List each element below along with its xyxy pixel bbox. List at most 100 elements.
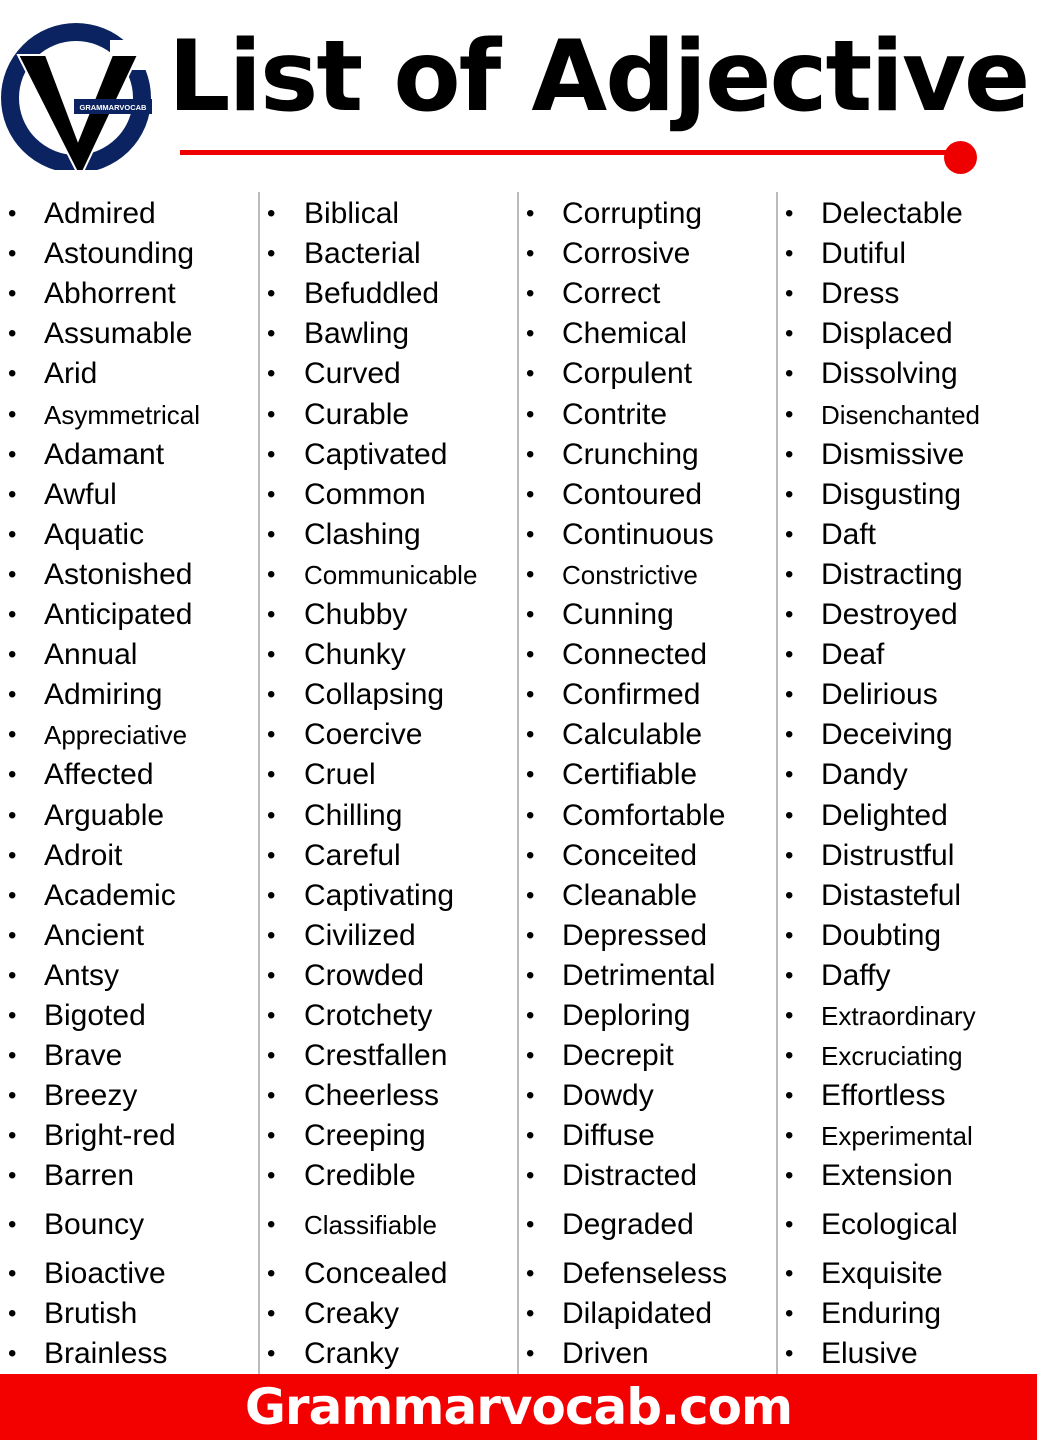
adjective-word: Destroyed: [821, 598, 958, 631]
bullet-icon: •: [8, 360, 17, 388]
adjective-word: Conceited: [562, 838, 698, 872]
list-item: • Effortless: [777, 1076, 1036, 1116]
list-item: • Distrustful: [777, 836, 1036, 876]
adjective-word: Distracted: [562, 1159, 698, 1193]
adjective-word: Asymmetrical: [44, 399, 201, 430]
list-item: • Brainless: [0, 1334, 259, 1374]
list-item: • Defenseless: [518, 1254, 777, 1294]
bullet-icon: •: [267, 280, 276, 308]
adjective-word: Distracting: [821, 557, 963, 591]
column-divider: [258, 192, 260, 1374]
adjective-word: Captivated: [304, 437, 448, 471]
bullet-icon: •: [8, 400, 17, 428]
bullet-icon: •: [526, 280, 535, 308]
bullet-icon: •: [526, 641, 535, 669]
adjective-word: Aquatic: [44, 517, 145, 551]
list-item: • Bright-red: [0, 1116, 259, 1156]
list-item: • Confirmed: [518, 675, 777, 715]
list-item: • Common: [259, 475, 518, 515]
adjective-word: Deaf: [821, 638, 885, 672]
list-item: • Dress: [777, 274, 1036, 314]
adjective-word: Distasteful: [821, 878, 962, 912]
adjective-word: Academic: [44, 878, 176, 912]
list-item: • Civilized: [259, 916, 518, 956]
bullet-icon: •: [8, 1162, 17, 1190]
bullet-icon: •: [8, 1042, 17, 1070]
bullet-icon: •: [267, 240, 276, 268]
adjective-word: Credible: [304, 1159, 416, 1193]
bullet-icon: •: [526, 841, 535, 869]
adjective-word: Dutiful: [821, 237, 907, 271]
list-item: • Annual: [0, 635, 259, 675]
adjective-word: Bawling: [304, 317, 410, 351]
bullet-icon: •: [785, 961, 794, 989]
list-item: • Corrupting: [518, 194, 777, 234]
adjective-word: Delectable: [821, 197, 963, 230]
bullet-icon: •: [785, 240, 794, 268]
list-item: • Admired: [0, 194, 259, 234]
list-item: • Comfortable: [518, 796, 777, 836]
list-item: • Corpulent: [518, 354, 777, 394]
list-item: • Coercive: [259, 715, 518, 755]
adjective-word: Adroit: [44, 838, 123, 872]
bullet-icon: •: [526, 560, 535, 588]
list-item: • Creaky: [259, 1294, 518, 1334]
adjective-word: Extraordinary: [821, 1001, 976, 1031]
list-item: • Captivated: [259, 435, 518, 475]
adjective-word: Anticipated: [44, 598, 193, 631]
bullet-icon: •: [8, 1122, 17, 1150]
adjective-word: Arguable: [44, 798, 165, 832]
list-item: • Dowdy: [518, 1076, 777, 1116]
bullet-icon: •: [785, 1340, 794, 1367]
adjective-word: Cruel: [304, 758, 376, 792]
bullet-icon: •: [526, 961, 535, 989]
bullet-icon: •: [267, 400, 276, 428]
list-item: • Bigoted: [0, 996, 259, 1036]
adjective-word: Creeping: [304, 1119, 426, 1153]
bullet-icon: •: [526, 761, 535, 789]
list-item: • Clashing: [259, 515, 518, 555]
adjective-word: Diffuse: [562, 1119, 655, 1153]
bullet-icon: •: [785, 200, 794, 227]
adjective-word: Defenseless: [562, 1257, 728, 1290]
list-item: • Curable: [259, 395, 518, 435]
bullet-icon: •: [267, 601, 276, 628]
list-item: • Dissolving: [777, 354, 1036, 394]
list-item: • Distracting: [777, 555, 1036, 595]
bullet-icon: •: [8, 801, 17, 829]
bullet-icon: •: [8, 601, 17, 628]
bullet-icon: •: [8, 280, 17, 308]
page-title: List of Adjective: [168, 20, 1030, 134]
list-item: • Delectable: [777, 194, 1036, 234]
adjective-word: Astonished: [44, 557, 193, 591]
adjective-word: Disenchanted: [821, 399, 980, 430]
adjective-word: Cheerless: [304, 1079, 440, 1113]
list-item: • Cleanable: [518, 876, 777, 916]
adjective-word: Connected: [562, 638, 708, 672]
bullet-icon: •: [267, 200, 276, 227]
bullet-icon: •: [785, 841, 794, 869]
list-item: • Diffuse: [518, 1116, 777, 1156]
bullet-icon: •: [526, 721, 535, 749]
adjective-word: Daffy: [821, 958, 891, 992]
bullet-icon: •: [785, 881, 794, 909]
list-item: • Curved: [259, 354, 518, 394]
list-item: • Arid: [0, 354, 259, 394]
adjective-word: Adamant: [44, 437, 165, 471]
bullet-icon: •: [526, 1002, 535, 1029]
adjective-word: Brave: [44, 1039, 123, 1073]
list-item: • Admiring: [0, 675, 259, 715]
adjective-word: Experimental: [821, 1121, 973, 1152]
title-underline: [180, 150, 950, 155]
bullet-icon: •: [267, 1162, 276, 1190]
adjective-word: Biblical: [304, 197, 400, 230]
adjective-word: Cunning: [562, 598, 674, 631]
bullet-icon: •: [267, 320, 276, 348]
list-item: • Cruel: [259, 755, 518, 795]
list-item: • Affected: [0, 755, 259, 795]
bullet-icon: •: [526, 1042, 535, 1070]
bullet-icon: •: [785, 280, 794, 308]
bullet-icon: •: [526, 921, 535, 949]
bullet-icon: •: [785, 761, 794, 789]
list-item: • Certifiable: [518, 755, 777, 795]
